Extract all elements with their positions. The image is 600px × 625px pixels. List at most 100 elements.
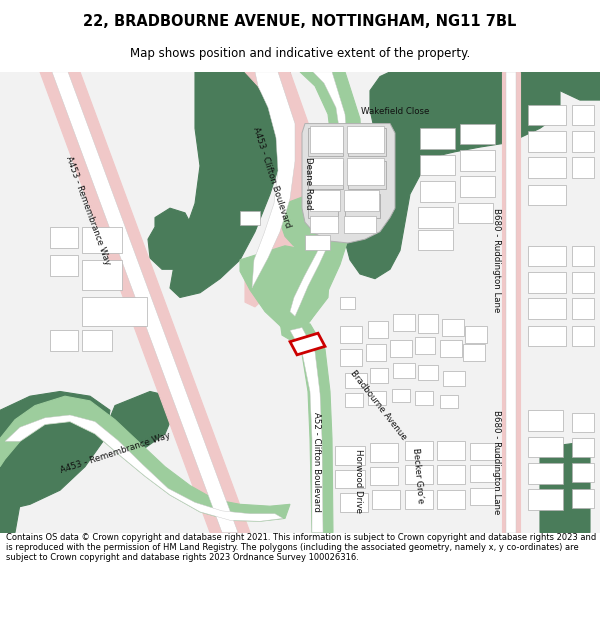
Polygon shape	[290, 333, 325, 355]
Polygon shape	[345, 72, 560, 279]
Polygon shape	[528, 326, 566, 346]
Polygon shape	[415, 391, 433, 404]
Polygon shape	[290, 72, 348, 316]
Polygon shape	[280, 194, 340, 255]
Polygon shape	[368, 321, 388, 338]
Polygon shape	[305, 236, 330, 249]
Polygon shape	[5, 415, 283, 521]
Polygon shape	[240, 211, 260, 225]
Polygon shape	[340, 298, 355, 309]
Polygon shape	[463, 344, 485, 361]
Polygon shape	[335, 469, 365, 488]
Polygon shape	[572, 131, 594, 152]
Polygon shape	[437, 465, 465, 484]
Polygon shape	[528, 131, 566, 152]
Polygon shape	[345, 372, 367, 388]
Polygon shape	[560, 72, 600, 100]
Polygon shape	[245, 72, 310, 307]
Polygon shape	[540, 443, 590, 532]
Polygon shape	[252, 72, 295, 288]
Polygon shape	[345, 194, 380, 218]
Text: A453 - Remembrance Way: A453 - Remembrance Way	[59, 431, 171, 474]
Text: 22, BRADBOURNE AVENUE, NOTTINGHAM, NG11 7BL: 22, BRADBOURNE AVENUE, NOTTINGHAM, NG11 …	[83, 14, 517, 29]
Text: B680 - Ruddington Lane: B680 - Ruddington Lane	[493, 208, 502, 312]
Polygon shape	[528, 158, 566, 178]
Polygon shape	[437, 441, 465, 460]
Text: A52 - Clifton Boulevard: A52 - Clifton Boulevard	[313, 412, 322, 512]
Text: Wakefield Close: Wakefield Close	[361, 107, 429, 116]
Polygon shape	[370, 467, 398, 486]
Polygon shape	[392, 389, 410, 402]
Text: Bradbourne Avenue: Bradbourne Avenue	[348, 369, 408, 442]
Polygon shape	[420, 154, 455, 175]
Polygon shape	[528, 489, 563, 510]
Polygon shape	[528, 246, 566, 266]
Polygon shape	[390, 340, 412, 357]
Polygon shape	[460, 124, 495, 144]
Polygon shape	[405, 441, 433, 460]
Polygon shape	[368, 391, 386, 404]
Polygon shape	[82, 260, 122, 290]
Polygon shape	[502, 72, 520, 532]
Polygon shape	[344, 191, 379, 211]
Polygon shape	[348, 128, 386, 156]
Polygon shape	[437, 490, 465, 509]
Polygon shape	[82, 298, 147, 326]
Polygon shape	[443, 371, 465, 386]
Polygon shape	[528, 184, 566, 206]
Polygon shape	[340, 349, 362, 366]
Polygon shape	[308, 194, 338, 218]
Polygon shape	[108, 391, 175, 448]
Polygon shape	[572, 298, 594, 319]
Polygon shape	[344, 216, 376, 232]
Polygon shape	[0, 72, 600, 532]
Polygon shape	[340, 493, 368, 512]
Text: Becker Gro’e: Becker Gro’e	[411, 448, 425, 504]
Polygon shape	[50, 227, 78, 248]
Polygon shape	[572, 326, 594, 346]
Polygon shape	[370, 368, 388, 383]
Polygon shape	[506, 72, 516, 532]
Polygon shape	[440, 340, 462, 357]
Polygon shape	[347, 158, 384, 184]
Polygon shape	[0, 391, 110, 509]
Polygon shape	[572, 439, 594, 458]
Polygon shape	[335, 446, 365, 465]
Polygon shape	[470, 488, 495, 505]
Polygon shape	[418, 365, 438, 380]
Polygon shape	[302, 124, 395, 243]
Polygon shape	[240, 246, 330, 331]
Text: A453 - Remembrance Way: A453 - Remembrance Way	[64, 156, 112, 267]
Text: Deane Road: Deane Road	[304, 156, 313, 209]
Polygon shape	[572, 246, 594, 266]
Polygon shape	[528, 298, 566, 319]
Polygon shape	[460, 150, 495, 171]
Polygon shape	[290, 328, 323, 532]
Polygon shape	[420, 128, 455, 149]
Polygon shape	[340, 326, 362, 342]
Polygon shape	[405, 465, 433, 484]
Text: Contains OS data © Crown copyright and database right 2021. This information is : Contains OS data © Crown copyright and d…	[6, 532, 596, 562]
Text: Map shows position and indicative extent of the property.: Map shows position and indicative extent…	[130, 48, 470, 61]
Polygon shape	[528, 463, 563, 484]
Polygon shape	[0, 396, 290, 521]
Polygon shape	[460, 176, 495, 197]
Polygon shape	[370, 443, 398, 462]
Polygon shape	[572, 489, 594, 508]
Polygon shape	[572, 105, 594, 126]
Polygon shape	[572, 463, 594, 482]
Polygon shape	[393, 314, 415, 331]
Polygon shape	[528, 410, 563, 431]
Polygon shape	[470, 443, 495, 460]
Polygon shape	[308, 128, 343, 156]
Polygon shape	[170, 72, 295, 298]
Polygon shape	[465, 326, 487, 342]
Polygon shape	[310, 126, 343, 152]
Polygon shape	[415, 337, 435, 354]
Polygon shape	[310, 158, 343, 184]
Polygon shape	[572, 413, 594, 432]
Polygon shape	[82, 227, 122, 253]
Polygon shape	[82, 331, 112, 351]
Polygon shape	[310, 216, 338, 232]
Polygon shape	[420, 181, 455, 202]
